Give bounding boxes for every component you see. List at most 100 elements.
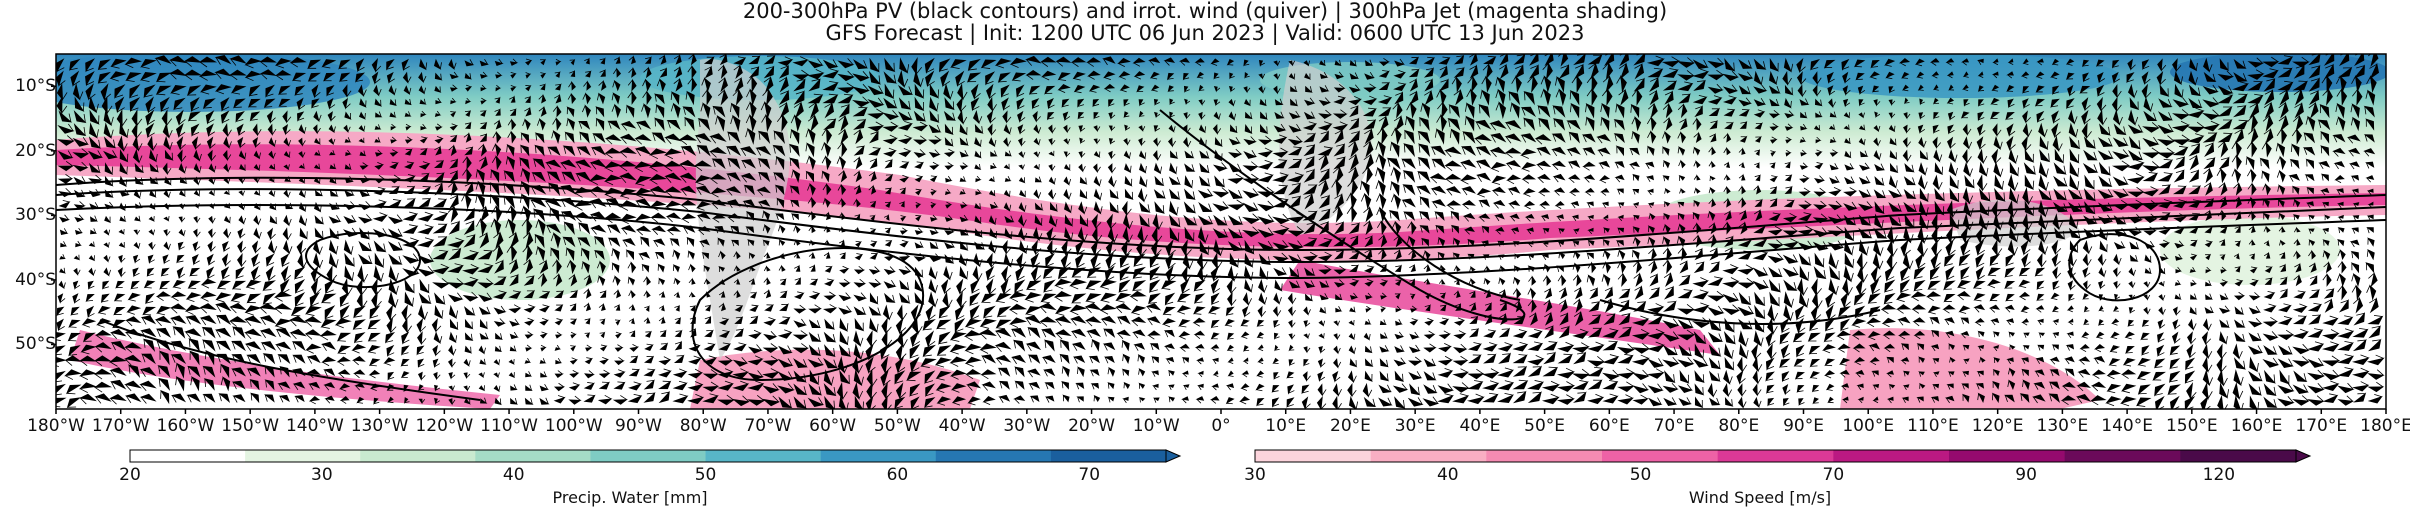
- wind-vector-arrow: [1707, 210, 1716, 221]
- wind-vector-arrow: [124, 57, 142, 69]
- wind-vector-arrow: [1529, 64, 1540, 79]
- wind-vector-arrow: [2174, 83, 2184, 99]
- wind-vector-arrow: [2320, 145, 2330, 157]
- wind-vector-arrow: [1167, 85, 1174, 93]
- wind-vector-arrow: [852, 106, 868, 117]
- wind-vector-arrow: [524, 95, 531, 103]
- wind-vector-arrow: [836, 155, 846, 171]
- wind-vector-arrow: [2202, 84, 2219, 95]
- wind-vector-arrow: [1902, 149, 1912, 163]
- wind-vector-arrow: [1991, 199, 2003, 219]
- wind-vector-arrow: [1649, 76, 1660, 93]
- wind-vector-arrow: [1453, 66, 1465, 78]
- wind-vector-arrow: [567, 92, 577, 105]
- pw-green-patch: [430, 220, 610, 300]
- wind-vector-arrow: [711, 158, 726, 170]
- wind-vector-arrow: [1901, 71, 1910, 79]
- wind-vector-arrow: [899, 174, 910, 183]
- wind-vector-arrow: [2347, 147, 2361, 157]
- wind-vector-arrow: [1873, 137, 1881, 147]
- wind-vector-arrow: [1723, 95, 1737, 105]
- wind-vector-arrow: [1724, 121, 1734, 130]
- wind-vector-arrow: [2051, 58, 2060, 66]
- wind-vector-arrow: [717, 64, 728, 80]
- wind-vector-arrow: [673, 65, 683, 79]
- wind-vector-arrow: [59, 228, 69, 235]
- wind-vector-arrow: [1198, 124, 1207, 134]
- wind-vector-arrow: [1542, 228, 1550, 234]
- wind-vector-arrow: [2261, 170, 2270, 183]
- wind-vector-arrow: [2143, 110, 2158, 122]
- wind-vector-arrow: [1489, 146, 1507, 158]
- wind-vector-arrow: [1390, 193, 1401, 210]
- wind-vector-arrow: [1227, 215, 1244, 226]
- wind-vector-arrow: [1963, 136, 1973, 150]
- wind-vector-arrow: [745, 226, 755, 234]
- wind-vector-arrow: [1753, 109, 1766, 118]
- wind-vector-arrow: [1663, 212, 1670, 221]
- wind-vector-arrow: [604, 174, 623, 186]
- colorbar-segment: [2180, 450, 2297, 462]
- wind-vector-arrow: [214, 55, 232, 65]
- wind-vector-arrow: [1245, 111, 1253, 120]
- wind-vector-arrow: [1124, 188, 1134, 200]
- wind-vector-arrow: [1063, 138, 1071, 145]
- wind-vector-arrow: [265, 84, 275, 98]
- wind-vector-arrow: [1918, 136, 1927, 149]
- wind-vector-arrow: [1153, 125, 1160, 133]
- wind-vector-arrow: [1614, 174, 1625, 183]
- wind-vector-arrow: [402, 211, 419, 222]
- colorbar-segment: [1370, 450, 1487, 462]
- wind-vector-arrow: [162, 162, 172, 176]
- wind-vector-arrow: [1782, 70, 1792, 86]
- wind-vector-arrow: [1662, 68, 1679, 78]
- wind-vector-arrow: [634, 175, 652, 186]
- wind-vector-arrow: [140, 59, 157, 69]
- wind-vector-arrow: [975, 175, 982, 183]
- wind-vector-arrow: [1707, 83, 1724, 94]
- wind-vector-arrow: [1462, 131, 1476, 144]
- lon-label: 0°: [1211, 416, 1231, 436]
- wind-vector-arrow: [943, 148, 956, 158]
- wind-vector-arrow: [938, 58, 951, 73]
- wind-vector-arrow: [1889, 137, 1897, 146]
- wind-vector-arrow: [1212, 201, 1230, 212]
- wind-vector-arrow: [2303, 132, 2316, 144]
- wind-vector-arrow: [323, 72, 336, 82]
- wind-vector-arrow: [2317, 119, 2331, 131]
- wind-vector-arrow: [2308, 77, 2320, 92]
- wind-vector-arrow: [1362, 95, 1378, 106]
- wind-vector-arrow: [1991, 148, 2002, 165]
- wind-vector-arrow: [884, 83, 895, 99]
- wind-vector-arrow: [1827, 85, 1836, 97]
- wind-vector-arrow: [2024, 174, 2035, 191]
- wind-vector-arrow: [760, 101, 772, 120]
- wind-vector-arrow: [884, 158, 893, 169]
- wind-vector-arrow: [988, 190, 996, 197]
- wind-vector-arrow: [1333, 142, 1345, 157]
- wind-vector-arrow: [1933, 84, 1939, 91]
- wind-vector-arrow: [465, 84, 473, 92]
- colorbar-segment: [2064, 450, 2181, 462]
- wind-vector-arrow: [914, 161, 924, 169]
- wind-vector-arrow: [1073, 84, 1086, 94]
- wind-vector-arrow: [298, 137, 306, 147]
- wind-vector-arrow: [696, 145, 711, 157]
- wind-vector-arrow: [2352, 88, 2363, 106]
- wind-vector-arrow: [838, 197, 846, 208]
- colorbar-segment: [1949, 450, 2066, 462]
- wind-vector-arrow: [1226, 58, 1235, 66]
- wind-vector-arrow: [2321, 74, 2333, 94]
- wind-vector-arrow: [1797, 212, 1812, 222]
- wind-vector-arrow: [1434, 224, 1445, 234]
- wind-vector-arrow: [1018, 202, 1027, 213]
- wind-vector-arrow: [274, 69, 292, 81]
- wind-vector-arrow: [1183, 85, 1190, 93]
- wind-vector-arrow: [1858, 112, 1865, 119]
- wind-vector-arrow: [1540, 75, 1552, 94]
- wind-vector-arrow: [2263, 225, 2271, 233]
- wind-vector-arrow: [1724, 210, 1732, 221]
- wind-vector-arrow: [1018, 164, 1025, 171]
- wind-vector-arrow: [883, 97, 898, 109]
- wind-vector-arrow: [1919, 98, 1925, 106]
